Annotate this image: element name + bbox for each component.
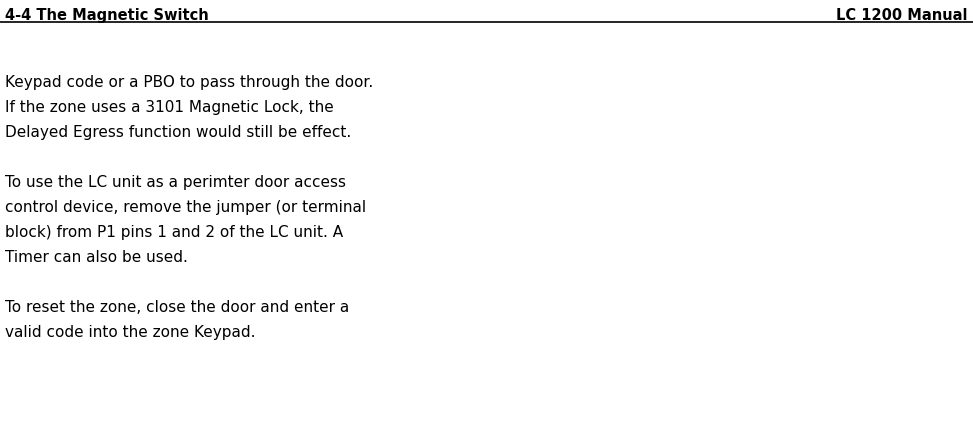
- Text: If the zone uses a 3101 Magnetic Lock, the: If the zone uses a 3101 Magnetic Lock, t…: [5, 100, 334, 115]
- Text: block) from P1 pins 1 and 2 of the LC unit. A: block) from P1 pins 1 and 2 of the LC un…: [5, 225, 343, 240]
- Text: control device, remove the jumper (or terminal: control device, remove the jumper (or te…: [5, 200, 366, 215]
- Text: LC 1200 Manual: LC 1200 Manual: [837, 8, 968, 23]
- Text: valid code into the zone Keypad.: valid code into the zone Keypad.: [5, 325, 256, 340]
- Text: To use the LC unit as a perimter door access: To use the LC unit as a perimter door ac…: [5, 175, 346, 190]
- Text: To reset the zone, close the door and enter a: To reset the zone, close the door and en…: [5, 300, 349, 315]
- Text: Delayed Egress function would still be effect.: Delayed Egress function would still be e…: [5, 125, 351, 140]
- Text: Keypad code or a PBO to pass through the door.: Keypad code or a PBO to pass through the…: [5, 75, 374, 90]
- Text: 4-4 The Magnetic Switch: 4-4 The Magnetic Switch: [5, 8, 209, 23]
- Text: Timer can also be used.: Timer can also be used.: [5, 250, 188, 265]
